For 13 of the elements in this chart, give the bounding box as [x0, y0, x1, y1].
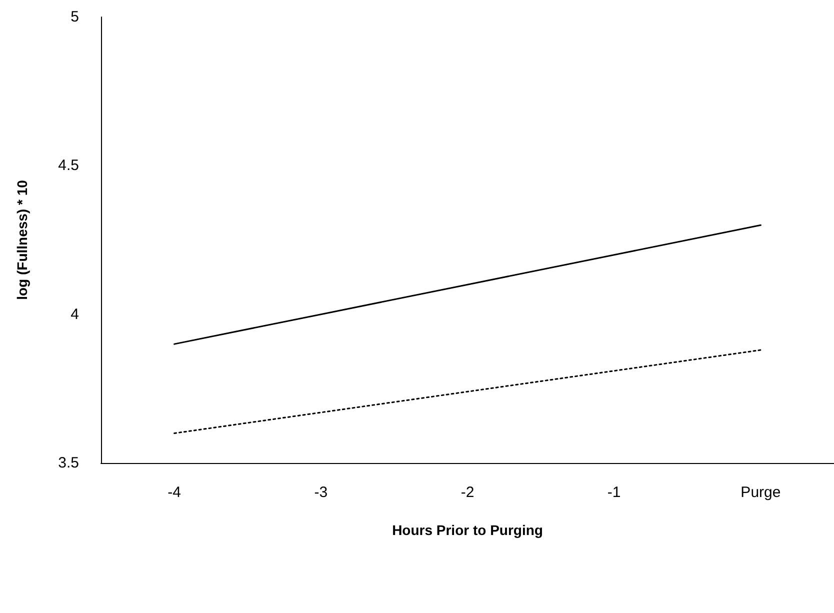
x-tick-label: -4 [168, 484, 181, 501]
line-series [174, 349, 762, 434]
y-tick-label: 4 [70, 306, 79, 323]
y-tick-label: 5 [70, 8, 79, 26]
line-series [174, 224, 762, 345]
y-tick-label: 4.5 [58, 157, 79, 174]
x-tick-label: Purge [740, 484, 781, 501]
y-axis-title: log (Fullness) * 10 [14, 180, 30, 300]
x-tick-label: -1 [607, 484, 621, 501]
y-tick-label: 3.5 [58, 454, 79, 472]
x-tick-label: -3 [314, 484, 328, 501]
x-tick-label: -2 [460, 484, 474, 501]
x-axis-title: Hours Prior to Purging [392, 522, 543, 538]
